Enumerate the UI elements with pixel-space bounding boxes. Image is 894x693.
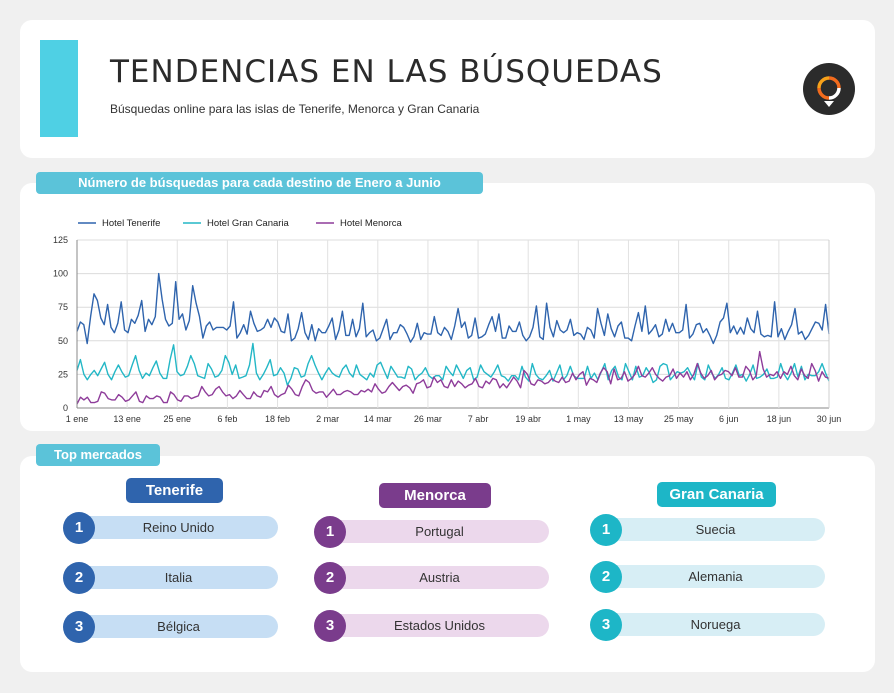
market-rank-badge: 3 <box>590 609 622 641</box>
market-rank-row: Noruega 3 <box>590 609 825 641</box>
market-column-title-gran-canaria: Gran Canaria <box>657 482 776 507</box>
location-pin-logo-icon <box>803 63 855 115</box>
top-markets-title: Top mercados <box>36 444 160 466</box>
market-column-title-menorca: Menorca <box>379 483 491 508</box>
page-title: TENDENCIAS EN LAS BÚSQUEDAS <box>110 54 663 90</box>
market-country-label: Portugal <box>330 520 549 543</box>
chart-section-title: Número de búsquedas para cada destino de… <box>36 172 483 194</box>
market-rank-row: Portugal 1 <box>314 516 549 548</box>
chart-card <box>20 183 875 431</box>
market-country-label: Austria <box>330 566 549 589</box>
market-country-label: Noruega <box>606 613 825 636</box>
market-country-label: Alemania <box>606 565 825 588</box>
market-rank-badge: 1 <box>590 514 622 546</box>
market-column-title-tenerife: Tenerife <box>126 478 223 503</box>
market-rank-badge: 3 <box>314 610 346 642</box>
market-rank-row: Alemania 2 <box>590 561 825 593</box>
market-rank-row: Austria 2 <box>314 562 549 594</box>
market-rank-badge: 2 <box>590 561 622 593</box>
page-subtitle: Búsquedas online para las islas de Tener… <box>110 102 480 116</box>
market-country-label: Reino Unido <box>79 516 278 539</box>
market-rank-row: Italia 2 <box>63 562 278 594</box>
header-accent-bar <box>40 40 78 137</box>
market-rank-row: Bélgica 3 <box>63 611 278 643</box>
market-rank-badge: 1 <box>63 512 95 544</box>
header-card: TENDENCIAS EN LAS BÚSQUEDAS Búsquedas on… <box>20 20 875 158</box>
market-rank-badge: 3 <box>63 611 95 643</box>
market-country-label: Estados Unidos <box>330 614 549 637</box>
market-country-label: Bélgica <box>79 615 278 638</box>
market-country-label: Suecia <box>606 518 825 541</box>
market-rank-row: Estados Unidos 3 <box>314 610 549 642</box>
market-rank-badge: 2 <box>314 562 346 594</box>
market-rank-badge: 2 <box>63 562 95 594</box>
market-rank-badge: 1 <box>314 516 346 548</box>
market-rank-row: Suecia 1 <box>590 514 825 546</box>
market-country-label: Italia <box>79 566 278 589</box>
market-rank-row: Reino Unido 1 <box>63 512 278 544</box>
